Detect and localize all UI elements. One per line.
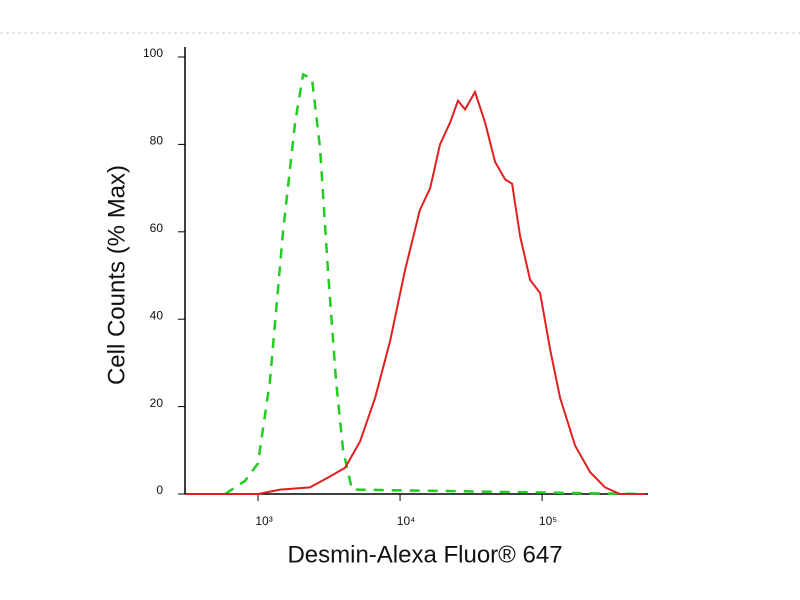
x-tick-label: 10⁵ xyxy=(539,514,557,528)
x-axis-label: Desmin-Alexa Fluor® 647 xyxy=(287,541,562,568)
y-tick-label: 20 xyxy=(150,396,164,410)
histogram-line xyxy=(224,72,642,496)
histogram-line xyxy=(185,89,646,495)
y-tick-label: 0 xyxy=(156,483,163,497)
y-tick-label: 60 xyxy=(150,221,164,235)
x-tick-label: 10⁴ xyxy=(397,514,416,528)
y-tick-label: 80 xyxy=(150,134,164,148)
y-axis-label: Cell Counts (% Max) xyxy=(103,165,130,385)
y-tick-label: 40 xyxy=(150,308,164,322)
x-tick-label: 10³ xyxy=(255,514,272,528)
y-tick-label: 100 xyxy=(143,46,163,60)
